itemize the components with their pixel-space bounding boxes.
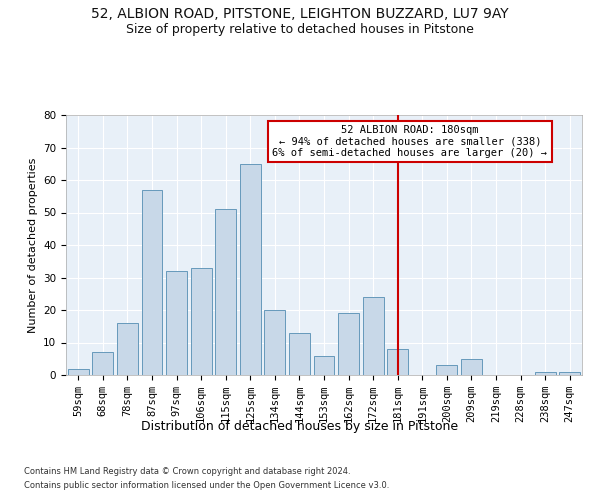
Text: Distribution of detached houses by size in Pitstone: Distribution of detached houses by size … [142, 420, 458, 433]
Bar [117, 323, 138, 375]
Bar [559, 372, 580, 375]
Bar [436, 365, 457, 375]
Bar [68, 368, 89, 375]
Bar [535, 372, 556, 375]
Bar [265, 310, 286, 375]
Text: Contains public sector information licensed under the Open Government Licence v3: Contains public sector information licen… [24, 481, 389, 490]
Bar [215, 209, 236, 375]
Bar [387, 349, 408, 375]
Bar [362, 297, 383, 375]
Bar [92, 352, 113, 375]
Y-axis label: Number of detached properties: Number of detached properties [28, 158, 38, 332]
Bar [191, 268, 212, 375]
Bar [338, 313, 359, 375]
Bar [289, 333, 310, 375]
Text: 52 ALBION ROAD: 180sqm
← 94% of detached houses are smaller (338)
6% of semi-det: 52 ALBION ROAD: 180sqm ← 94% of detached… [272, 124, 548, 158]
Text: 52, ALBION ROAD, PITSTONE, LEIGHTON BUZZARD, LU7 9AY: 52, ALBION ROAD, PITSTONE, LEIGHTON BUZZ… [91, 8, 509, 22]
Bar [142, 190, 163, 375]
Bar [166, 271, 187, 375]
Bar [314, 356, 334, 375]
Text: Contains HM Land Registry data © Crown copyright and database right 2024.: Contains HM Land Registry data © Crown c… [24, 468, 350, 476]
Bar [461, 359, 482, 375]
Text: Size of property relative to detached houses in Pitstone: Size of property relative to detached ho… [126, 22, 474, 36]
Bar [240, 164, 261, 375]
